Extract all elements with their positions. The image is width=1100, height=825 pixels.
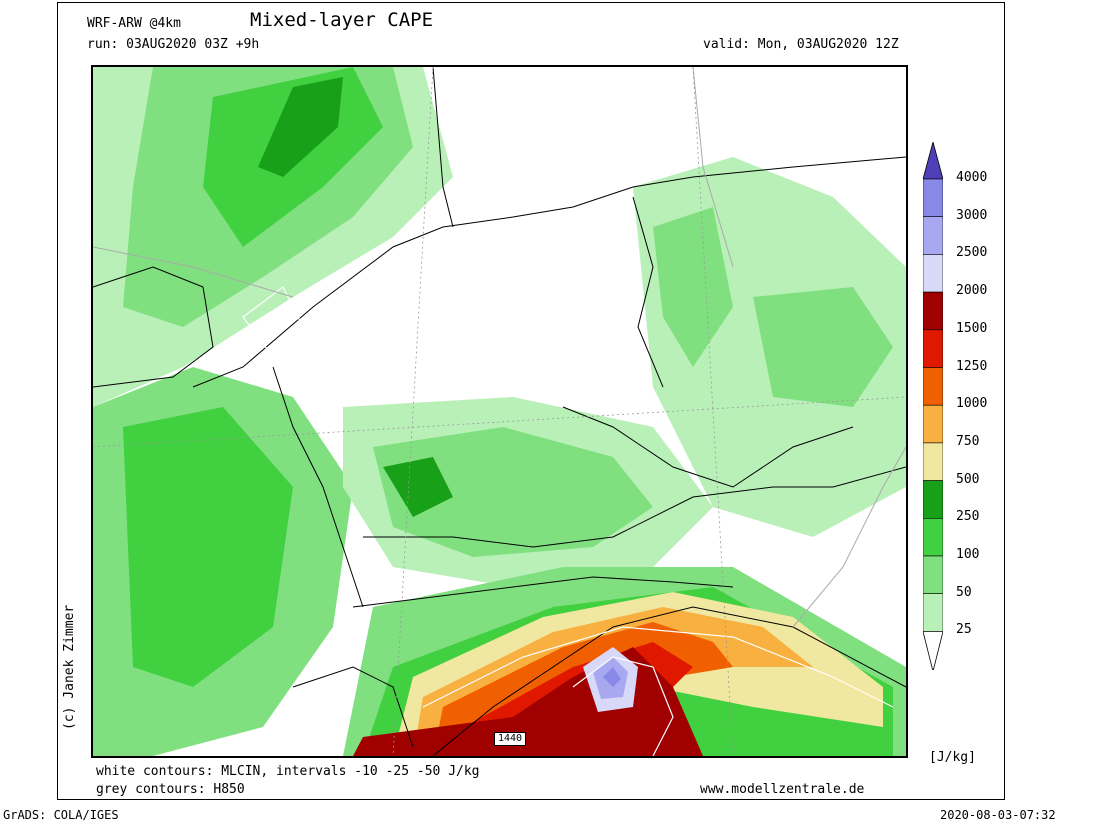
website-label: www.modellzentrale.de <box>700 782 865 797</box>
cape-field-west-inner <box>123 407 293 687</box>
colorbar-label-4000: 4000 <box>956 170 988 185</box>
mlcin-contours <box>242 286 894 756</box>
colorbar-label-500: 500 <box>956 471 980 487</box>
map-area <box>91 65 908 758</box>
colorbar-box-1250 <box>923 329 943 368</box>
colorbar-box-3000 <box>923 178 943 218</box>
white-contours-note: white contours: MLCIN, intervals -10 -25… <box>96 764 480 779</box>
cape-map <box>93 67 906 756</box>
cape-field-central-core <box>383 457 453 517</box>
figure-frame <box>57 2 1005 800</box>
cape-field-3000 <box>603 667 621 687</box>
grey-contours-note: grey contours: H850 <box>96 782 245 797</box>
h850-contour-b <box>792 446 906 628</box>
cape-field-east-inner <box>753 287 893 407</box>
colorbar-box-100 <box>923 517 943 557</box>
colorbar-unit: [J/kg] <box>929 750 976 765</box>
cape-high-fields <box>353 592 883 756</box>
h850-contours <box>93 67 906 628</box>
colorbar-label-1500: 1500 <box>956 320 988 336</box>
grads-label: GrADS: COLA/IGES <box>3 808 119 822</box>
valid-label: valid: Mon, 03AUG2020 12Z <box>703 37 899 52</box>
graticule-line-b <box>692 67 734 756</box>
colorbar-label-3000: 3000 <box>956 207 988 223</box>
graticule-line-c <box>93 396 906 448</box>
border-germany-poland <box>632 196 664 388</box>
graticule <box>93 67 906 756</box>
border-central-south <box>363 466 906 548</box>
colorbar-label-25: 25 <box>956 622 972 638</box>
model-label: WRF-ARW @4km <box>87 16 181 31</box>
border-alps <box>352 576 734 608</box>
colorbar <box>923 142 943 670</box>
cape-field-east-inner-b <box>653 207 733 367</box>
colorbar-box-25 <box>923 593 943 632</box>
colorbar-box-250 <box>923 480 943 519</box>
mlcin-contour-a <box>422 626 894 708</box>
colorbar-top-triangle <box>923 142 943 180</box>
colorbar-label-2500: 2500 <box>956 245 988 261</box>
run-label: run: 03AUG2020 03Z +9h <box>87 37 260 52</box>
border-france-germany <box>272 366 364 608</box>
colorbar-label-250: 250 <box>956 509 980 525</box>
colorbar-box-50 <box>923 555 943 595</box>
colorbar-label-750: 750 <box>956 433 980 449</box>
colorbar-box-1000 <box>923 367 943 406</box>
graticule-line-a <box>392 67 434 756</box>
colorbar-box-2500 <box>923 216 943 255</box>
coastline-mediterranean <box>292 666 414 748</box>
coastline-north <box>192 156 906 388</box>
colorbar-box-750 <box>923 404 943 444</box>
mlcin-contour-c <box>242 286 304 358</box>
colorbar-box-2000 <box>923 254 943 293</box>
colorbar-label-1250: 1250 <box>956 358 988 374</box>
copyright-label: (c) Janek Zimmer <box>62 604 77 730</box>
colorbar-bottom-triangle <box>923 630 943 670</box>
contour-label: 1440 <box>494 732 527 746</box>
timestamp-label: 2020-08-03-07:32 <box>940 808 1056 822</box>
colorbar-label-2000: 2000 <box>956 283 988 299</box>
chart-title: Mixed-layer CAPE <box>250 9 434 31</box>
cape-field-central-inner <box>373 427 653 557</box>
colorbar-label-1000: 1000 <box>956 396 988 412</box>
mlcin-contour-b <box>572 656 674 756</box>
colorbar-label-50: 50 <box>956 584 972 600</box>
cape-field-band-b <box>258 77 343 177</box>
colorbar-box-500 <box>923 442 943 481</box>
colorbar-box-1500 <box>923 291 943 331</box>
coastline-denmark <box>432 67 454 228</box>
colorbar-label-100: 100 <box>956 547 980 562</box>
coastline-england <box>93 266 214 388</box>
border-czech-slovakia <box>562 406 854 488</box>
h850-contour-a <box>93 246 294 298</box>
h850-contour-c <box>692 67 734 268</box>
